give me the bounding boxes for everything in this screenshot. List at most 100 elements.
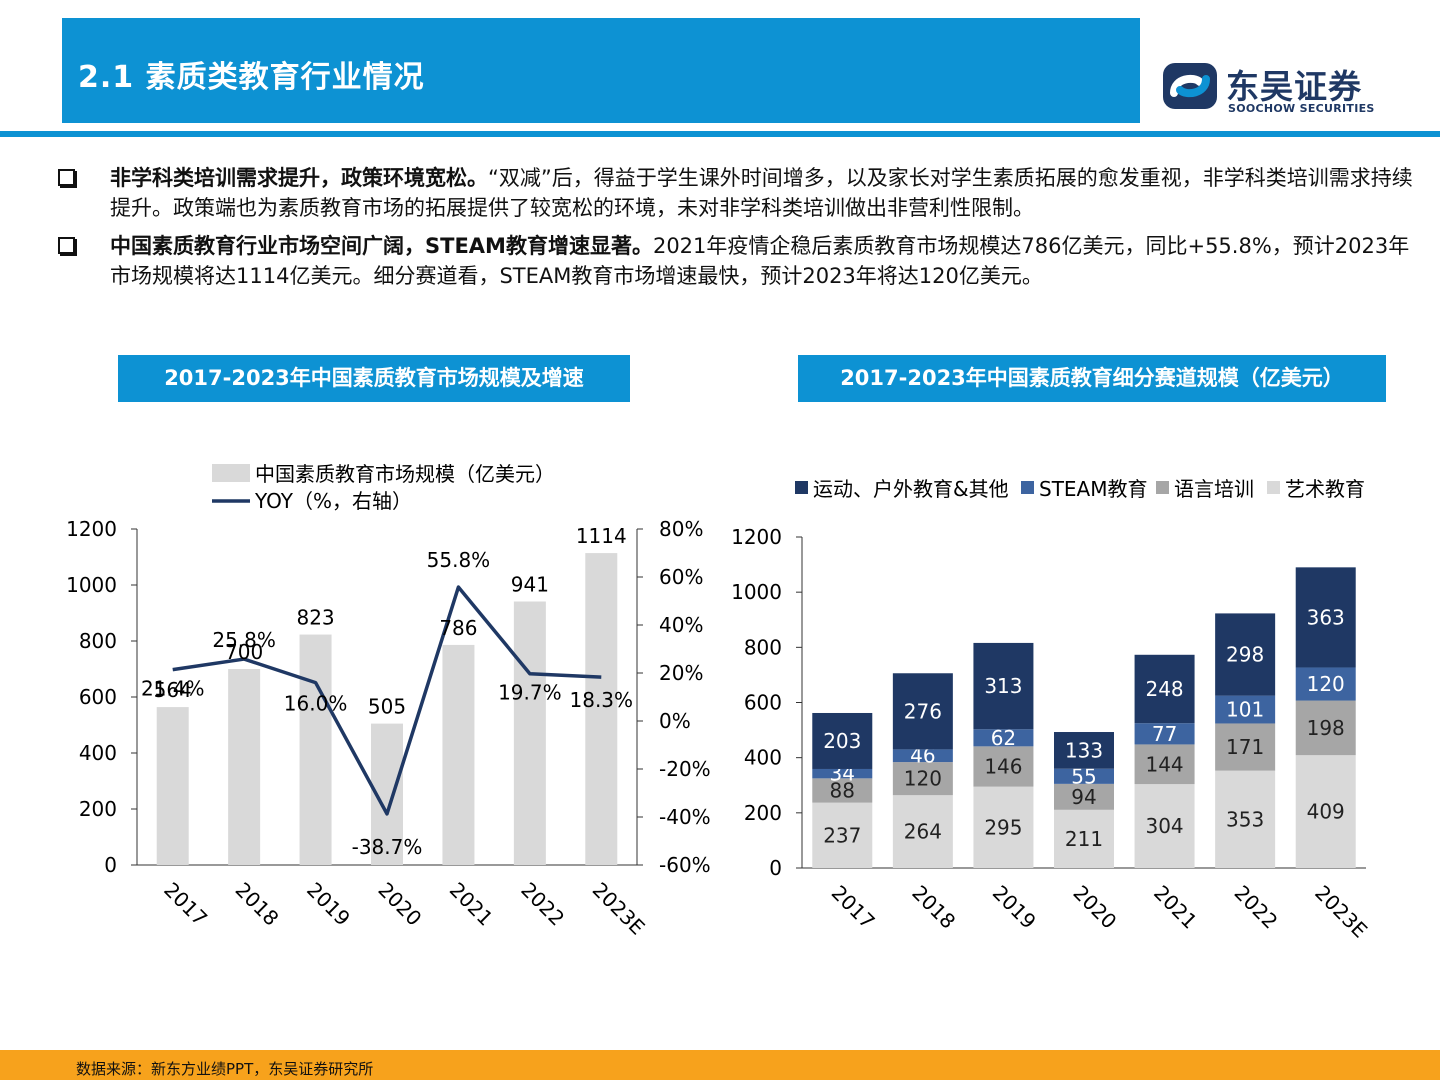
segment-value-label: 88 bbox=[830, 778, 855, 802]
logo-mark-icon bbox=[1163, 63, 1217, 109]
y-tick-label: 1200 bbox=[731, 525, 782, 549]
market-size-chart: 0 200 400 600 800 1000 1200 -60% -40% -20% 0% 20% 40… bbox=[66, 462, 711, 940]
stacked-bar-segment bbox=[1215, 695, 1276, 724]
bar bbox=[228, 669, 261, 865]
stacked-bar-segment bbox=[973, 729, 1034, 747]
right-tick-label: 0% bbox=[659, 709, 691, 733]
bullet-1-lead: 非学科类培训需求提升，政策环境宽松。 bbox=[110, 166, 488, 190]
stacked-bar-segment bbox=[1054, 732, 1114, 769]
segment-value-label: 203 bbox=[823, 729, 861, 753]
yoy-value-label: 18.3% bbox=[570, 688, 634, 712]
segment-value-label: 363 bbox=[1307, 605, 1345, 629]
legend-line-label: YOY（%，右轴） bbox=[254, 489, 412, 513]
segment-value-label: 171 bbox=[1226, 735, 1264, 759]
segment-value-label: 133 bbox=[1065, 738, 1103, 762]
x-category-label: 2023E bbox=[588, 878, 650, 940]
right-tick-label: 20% bbox=[659, 661, 703, 685]
x-category-label: 2019 bbox=[988, 881, 1041, 934]
bullet-2-lead: 中国素质教育行业市场空间广阔，STEAM教育增速显著。 bbox=[110, 234, 653, 258]
segment-value-label: 313 bbox=[984, 674, 1022, 698]
legend-swatch bbox=[795, 481, 808, 494]
legend-label: 运动、户外教育&其他 bbox=[813, 477, 1009, 501]
right-tick-label: -20% bbox=[659, 757, 711, 781]
bullet-1-body: “双减”后，得益于学生课外时间增多，以及家长对学生素质拓展的愈发重视，非学科类培… bbox=[110, 166, 1413, 220]
bar bbox=[513, 601, 546, 865]
yoy-value-label: -38.7% bbox=[352, 835, 423, 859]
segment-value-label: 248 bbox=[1145, 677, 1183, 701]
company-logo: 东吴证券 SOOCHOW SECURITIES bbox=[1160, 60, 1380, 120]
legend-label: STEAM教育 bbox=[1039, 477, 1148, 501]
yoy-value-label: 25.8% bbox=[212, 628, 276, 652]
yoy-value-label: 21.4% bbox=[141, 677, 205, 701]
bar bbox=[585, 553, 618, 865]
legend-bar-label: 中国素质教育市场规模（亿美元） bbox=[255, 462, 555, 486]
stacked-bar-segment bbox=[973, 746, 1034, 787]
bar-value-label: 700 bbox=[225, 640, 263, 664]
segment-value-label: 298 bbox=[1226, 643, 1264, 667]
x-category-label: 2020 bbox=[373, 878, 426, 931]
bullet-1: 非学科类培训需求提升，政策环境宽松。“双减”后，得益于学生课外时间增多，以及家长… bbox=[58, 163, 1418, 223]
segment-value-label: 198 bbox=[1307, 716, 1345, 740]
segment-stacked-chart: 0200400600800100012002378834203201726412… bbox=[731, 477, 1372, 943]
segment-value-label: 101 bbox=[1226, 698, 1264, 722]
stacked-bar-segment bbox=[1054, 783, 1114, 810]
bar-value-label: 564 bbox=[154, 678, 192, 702]
stacked-bar-segment bbox=[1134, 654, 1195, 724]
left-tick-label: 1000 bbox=[66, 573, 117, 597]
stacked-bar-segment bbox=[1295, 667, 1356, 701]
right-tick-label: 80% bbox=[659, 517, 703, 541]
left-tick-label: 400 bbox=[79, 741, 117, 765]
right-tick-label: -60% bbox=[659, 853, 711, 877]
x-category-label: 2017 bbox=[159, 878, 212, 931]
stacked-bar-segment bbox=[1215, 613, 1276, 696]
segment-value-label: 295 bbox=[984, 815, 1022, 839]
x-category-label: 2023E bbox=[1310, 881, 1372, 943]
left-tick-label: 200 bbox=[79, 797, 117, 821]
segment-value-label: 237 bbox=[823, 823, 861, 847]
page-title: 2.1 素质类教育行业情况 bbox=[78, 60, 425, 95]
segment-value-label: 77 bbox=[1152, 722, 1177, 746]
x-category-label: 2021 bbox=[445, 878, 498, 931]
yoy-value-label: 16.0% bbox=[284, 692, 348, 716]
yoy-value-label: 55.8% bbox=[427, 548, 491, 572]
logo-en-text: SOOCHOW SECURITIES bbox=[1228, 102, 1375, 115]
segment-value-label: 146 bbox=[984, 754, 1022, 778]
left-tick-label: 800 bbox=[79, 629, 117, 653]
legend-swatch bbox=[1156, 481, 1169, 494]
left-tick-label: 600 bbox=[79, 685, 117, 709]
x-category-label: 2018 bbox=[907, 881, 960, 934]
bar-value-label: 941 bbox=[511, 573, 549, 597]
right-tick-label: -40% bbox=[659, 805, 711, 829]
segment-value-label: 276 bbox=[904, 699, 942, 723]
legend-label: 艺术教育 bbox=[1285, 477, 1365, 501]
segment-value-label: 144 bbox=[1145, 752, 1183, 776]
stacked-bar-segment bbox=[1295, 755, 1356, 868]
stacked-bar-segment bbox=[1054, 809, 1114, 868]
x-category-label: 2022 bbox=[1230, 881, 1283, 934]
legend-label: 语言培训 bbox=[1174, 477, 1254, 501]
segment-value-label: 211 bbox=[1065, 827, 1103, 851]
x-category-label: 2022 bbox=[516, 878, 569, 931]
y-tick-label: 800 bbox=[744, 635, 782, 659]
segment-value-label: 120 bbox=[1307, 672, 1345, 696]
checkbox-bullet-icon bbox=[58, 237, 75, 254]
bar bbox=[299, 634, 332, 865]
bar bbox=[442, 644, 475, 865]
segment-value-label: 304 bbox=[1145, 814, 1183, 838]
stacked-bar-segment bbox=[892, 749, 953, 763]
stacked-bar-segment bbox=[1134, 723, 1195, 745]
bar-value-label: 505 bbox=[368, 695, 406, 719]
stacked-bar-segment bbox=[892, 673, 953, 750]
bar-value-label: 1114 bbox=[576, 524, 627, 548]
y-tick-label: 400 bbox=[744, 746, 782, 770]
stacked-bar-segment bbox=[892, 762, 953, 796]
left-tick-label: 1200 bbox=[66, 517, 117, 541]
header-bar bbox=[62, 18, 1140, 123]
bar bbox=[156, 707, 189, 865]
stacked-bar-segment bbox=[1134, 744, 1195, 785]
stacked-bar-segment bbox=[973, 642, 1034, 730]
bar-value-label: 786 bbox=[439, 616, 477, 640]
stacked-bar-segment bbox=[812, 802, 873, 868]
right-tick-label: 40% bbox=[659, 613, 703, 637]
stacked-bar-segment bbox=[812, 712, 873, 769]
